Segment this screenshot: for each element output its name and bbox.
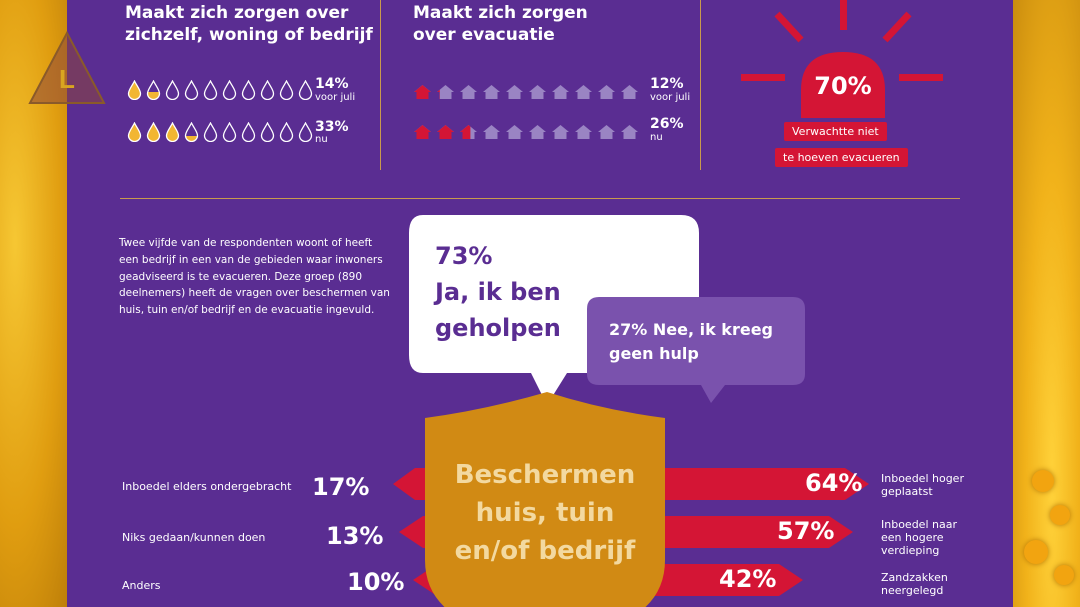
flower-seed <box>1024 540 1048 564</box>
right-item-label: Inboedel hoger geplaatst <box>881 472 964 498</box>
drop-icon <box>146 122 161 142</box>
right-item-pct: 42% <box>719 565 777 593</box>
right-arrow-bar <box>647 516 853 548</box>
section3-label-line2: te hoeven evacueren <box>775 148 908 167</box>
house-icon <box>575 85 592 99</box>
drop-icon <box>279 122 294 142</box>
horizontal-divider <box>120 198 960 199</box>
house-icon <box>460 85 477 99</box>
left-item-label: Anders <box>122 579 161 592</box>
drop-row-now <box>127 122 313 142</box>
section2-now-pct: 26% <box>650 116 684 132</box>
section2-before-pct: 12% <box>650 76 684 92</box>
drop-icon <box>184 80 199 100</box>
right-arrow-bar <box>647 564 803 596</box>
drop-icon <box>260 80 275 100</box>
section1-before-pct: 14% <box>315 76 349 92</box>
svg-text:L: L <box>59 64 75 94</box>
right-item-label: Zandzakken neergelegd <box>881 571 948 597</box>
shield-icon <box>425 392 665 607</box>
house-icon <box>506 85 523 99</box>
drop-icon <box>222 80 237 100</box>
drop-icon <box>203 122 218 142</box>
section2-title: Maakt zich zorgen over evacuatie <box>413 3 588 45</box>
section3-pct: 70% <box>814 72 872 100</box>
section1-before-label: voor juli <box>315 92 356 103</box>
house-icon <box>575 125 592 139</box>
house-icon <box>598 85 615 99</box>
section2-now-label: nu <box>650 132 663 143</box>
flower-seed <box>1054 565 1074 585</box>
right-item-pct: 64% <box>805 469 863 497</box>
house-icon <box>621 125 638 139</box>
drop-icon <box>298 122 313 142</box>
house-icon <box>483 85 500 99</box>
house-icon <box>621 85 638 99</box>
left-item-label: Niks gedaan/kunnen doen <box>122 531 266 544</box>
bubble-no-text: 27% Nee, ik kreeg geen hulp <box>609 320 773 363</box>
left-item-label: Inboedel elders ondergebracht <box>122 480 292 493</box>
house-icon <box>529 85 546 99</box>
drop-icon <box>146 80 161 100</box>
house-icon <box>414 85 431 99</box>
house-icon <box>414 125 431 139</box>
section1-now-pct: 33% <box>315 119 349 135</box>
drop-icon <box>298 80 313 100</box>
section1-now-label: nu <box>315 134 328 145</box>
shield-text: Beschermen huis, tuin en/of bedrijf <box>454 460 636 566</box>
house-row-now <box>413 124 639 140</box>
drop-icon <box>127 80 142 100</box>
background-flower-right <box>1010 0 1080 607</box>
speech-bubble-no <box>587 297 805 403</box>
house-icon <box>460 125 477 139</box>
house-icon <box>437 125 454 139</box>
drop-icon <box>222 122 237 142</box>
house-icon <box>529 125 546 139</box>
drop-icon <box>165 80 180 100</box>
house-icon <box>437 85 454 99</box>
house-icon <box>598 125 615 139</box>
section1-title: Maakt zich zorgen over zichzelf, woning … <box>125 3 373 45</box>
arrow-bars <box>393 392 869 607</box>
drop-icon <box>184 122 199 142</box>
right-arrow-bar <box>647 468 869 500</box>
house-icon <box>483 125 500 139</box>
drop-icon <box>241 122 256 142</box>
left-item-pct: 17% <box>312 473 370 501</box>
divider <box>380 0 381 170</box>
logo-icon: L <box>28 30 106 104</box>
siren-icon <box>741 0 943 118</box>
drop-icon <box>203 80 218 100</box>
house-icon <box>552 85 569 99</box>
flower-seed <box>1050 505 1070 525</box>
right-item-label: Inboedel naar een hogere verdieping <box>881 518 957 557</box>
intro-text: Twee vijfde van de respondenten woont of… <box>119 237 390 317</box>
drop-icon <box>241 80 256 100</box>
right-item-pct: 57% <box>777 517 835 545</box>
house-icon <box>552 125 569 139</box>
drop-icon <box>165 122 180 142</box>
drop-icon <box>279 80 294 100</box>
flower-seed <box>1032 470 1054 492</box>
house-icon <box>506 125 523 139</box>
section3-label-line1: Verwachtte niet <box>784 122 887 141</box>
left-item-pct: 10% <box>347 568 405 596</box>
infographic-panel: Maakt zich zorgen over zichzelf, woning … <box>67 0 1013 607</box>
left-item-pct: 13% <box>326 522 384 550</box>
drop-row-before <box>127 80 313 100</box>
divider <box>700 0 701 170</box>
house-row-before <box>413 84 639 100</box>
section2-before-label: voor juli <box>650 92 691 103</box>
bubble-yes-text: 73% Ja, ik ben geholpen <box>435 242 561 342</box>
drop-icon <box>127 122 142 142</box>
drop-icon <box>260 122 275 142</box>
